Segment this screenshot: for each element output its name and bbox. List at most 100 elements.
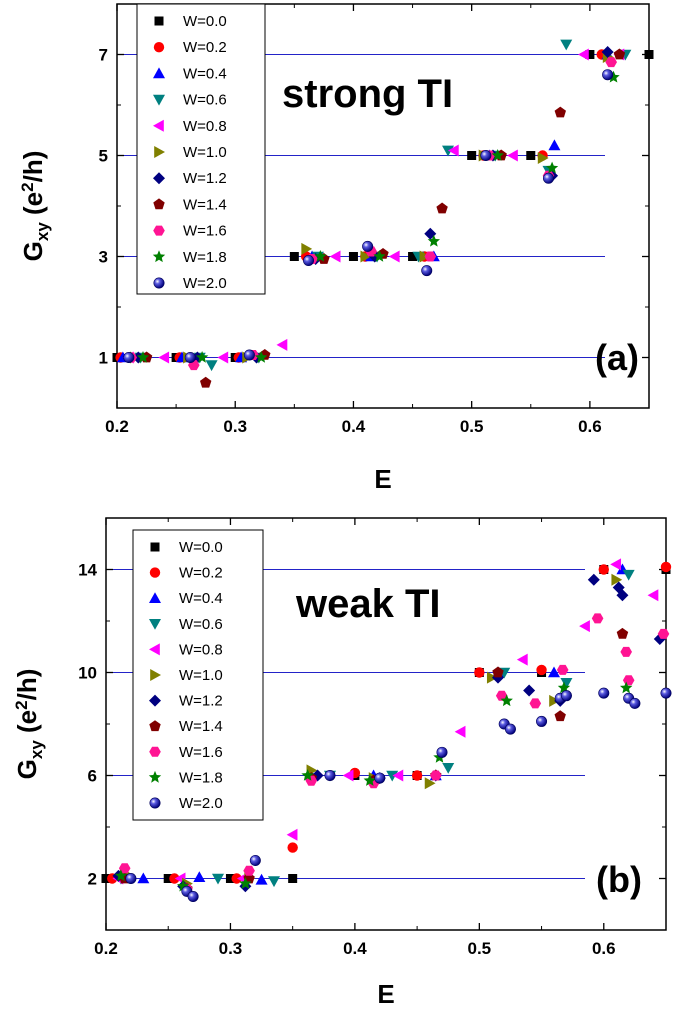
data-point: [388, 250, 400, 263]
x-tick-label: 0.3: [219, 939, 243, 958]
data-point: [529, 698, 542, 709]
data-markers: [112, 39, 654, 388]
legend-label: W=0.0: [179, 539, 223, 556]
data-point: [554, 106, 566, 118]
y-axis-label-sup: 2: [18, 182, 37, 191]
legend-label: W=1.4: [183, 196, 227, 213]
data-point: [430, 770, 442, 781]
data-point: [200, 376, 212, 388]
data-point: [123, 351, 135, 363]
data-point: [442, 145, 455, 157]
legend-label: W=1.6: [183, 223, 227, 240]
legend-marker: [150, 542, 160, 552]
data-point: [516, 653, 528, 666]
legend-entry: W=1.2: [153, 170, 227, 187]
data-point: [392, 769, 404, 782]
panel-title: weak TI: [295, 582, 441, 626]
y-tick-label: 1: [99, 349, 108, 368]
data-point: [474, 667, 485, 678]
data-point: [543, 172, 555, 184]
x-tick-label: 0.5: [468, 939, 492, 958]
data-point: [526, 151, 536, 160]
legend-label: W=0.6: [183, 92, 227, 109]
legend-marker: [153, 172, 165, 185]
data-point: [118, 863, 131, 874]
legend-entry: W=0.6: [149, 616, 223, 633]
legend-entry: W=1.4: [149, 718, 223, 735]
legend-marker: [149, 567, 161, 578]
x-tick-label: 0.6: [578, 417, 602, 436]
data-point: [427, 234, 440, 247]
data-point: [491, 149, 504, 161]
legend-marker: [149, 694, 161, 707]
legend-entry: W=1.0: [150, 667, 223, 684]
data-point: [480, 150, 492, 162]
data-point: [601, 45, 614, 58]
data-point: [288, 874, 298, 883]
data-point: [363, 774, 376, 786]
data-point: [616, 589, 629, 602]
legend-entry: W=0.4: [153, 65, 227, 82]
y-axis-label-main: G: [12, 759, 42, 779]
legend-marker: [149, 619, 161, 630]
data-point: [616, 627, 629, 639]
x-tick-label: 0.2: [94, 939, 118, 958]
x-tick-label: 0.6: [592, 939, 616, 958]
data-point: [598, 564, 609, 575]
panel-title: strong TI: [282, 72, 453, 116]
y-tick-label: 2: [88, 870, 97, 889]
data-point: [605, 57, 617, 68]
panel-label: (a): [595, 337, 639, 378]
data-point: [620, 646, 632, 657]
legend-entry: W=1.6: [153, 223, 227, 240]
y-axis-label-main: G: [18, 241, 48, 261]
data-point: [421, 265, 433, 277]
data-point: [492, 666, 504, 678]
legend: W=0.0 W=0.2 W=0.4 W=0.6 W=0.8 W=1.0 W=1.2 W=1.4…: [132, 529, 264, 821]
legend-label: W=0.0: [183, 13, 227, 30]
x-tick-label: 0.3: [223, 417, 247, 436]
series-W=1.8: [136, 70, 620, 363]
data-point: [548, 666, 560, 678]
data-point: [545, 161, 559, 174]
data-point: [137, 872, 150, 884]
y-axis-label-unit-close: /h): [12, 669, 42, 701]
data-point: [610, 558, 622, 571]
data-point: [286, 828, 298, 841]
legend-label: W=0.8: [183, 118, 227, 135]
data-point: [195, 351, 209, 363]
data-point: [249, 854, 261, 866]
legend-label: W=1.8: [179, 769, 223, 786]
legend-entry: W=0.4: [149, 590, 223, 607]
legend-label: W=0.4: [179, 590, 223, 607]
data-point: [373, 250, 386, 262]
data-point: [101, 874, 111, 883]
legend-entry: W=0.6: [153, 92, 227, 109]
y-axis-label: Gxy (e2/h): [12, 669, 46, 780]
data-point: [342, 769, 354, 782]
legend-marker: [154, 146, 165, 158]
data-point: [184, 351, 196, 363]
legend-entry: W=0.8: [149, 641, 223, 658]
data-point: [301, 242, 313, 255]
legend-label: W=1.8: [183, 249, 227, 266]
legend-entry: W=1.6: [149, 744, 223, 761]
legend-label: W=1.2: [179, 693, 223, 710]
data-point: [303, 255, 315, 267]
legend-entry: W=1.0: [154, 144, 227, 161]
legend-label: W=0.4: [183, 65, 227, 82]
legend-marker: [150, 669, 161, 681]
legend-marker: [148, 770, 162, 783]
data-point: [255, 351, 268, 363]
legend-entry: W=1.2: [149, 693, 223, 710]
data-point: [114, 869, 128, 882]
data-point: [424, 777, 436, 790]
legend-entry: W=0.8: [153, 118, 227, 135]
data-point: [644, 50, 654, 59]
data-point: [348, 252, 358, 261]
legend-marker: [152, 250, 166, 263]
data-point: [212, 873, 224, 885]
data-point: [442, 762, 455, 774]
y-tick-label: 3: [99, 248, 108, 267]
y-axis-label: Gxy (e2/h): [18, 151, 52, 262]
